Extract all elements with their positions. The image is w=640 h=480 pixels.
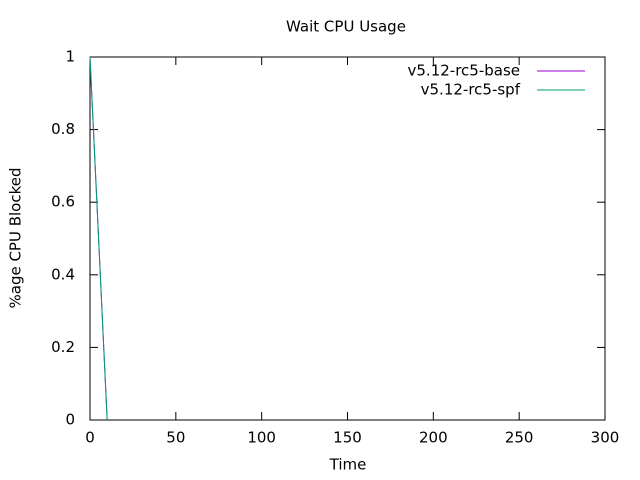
y-tick-label: 0 xyxy=(65,411,75,429)
x-tick-label: 50 xyxy=(166,429,185,447)
x-axis-label: Time xyxy=(329,456,367,474)
series-line xyxy=(89,56,108,421)
legend-label: v5.12-rc5-base xyxy=(408,62,521,80)
x-tick-label: 0 xyxy=(85,429,95,447)
x-tick-label: 300 xyxy=(591,429,620,447)
y-axis-label: %age CPU Blocked xyxy=(7,167,25,308)
x-tick-label: 200 xyxy=(419,429,448,447)
y-tick-label: 0.2 xyxy=(51,338,75,356)
y-tick-label: 0.6 xyxy=(51,193,75,211)
y-tick-label: 0.4 xyxy=(51,265,75,283)
y-tick-label: 1 xyxy=(65,48,75,66)
y-tick-label: 0.8 xyxy=(51,120,75,138)
x-tick-label: 250 xyxy=(505,429,534,447)
x-tick-label: 100 xyxy=(247,429,276,447)
chart-title: Wait CPU Usage xyxy=(286,18,406,36)
legend-label: v5.12-rc5-spf xyxy=(421,81,521,99)
x-tick-label: 150 xyxy=(333,429,362,447)
